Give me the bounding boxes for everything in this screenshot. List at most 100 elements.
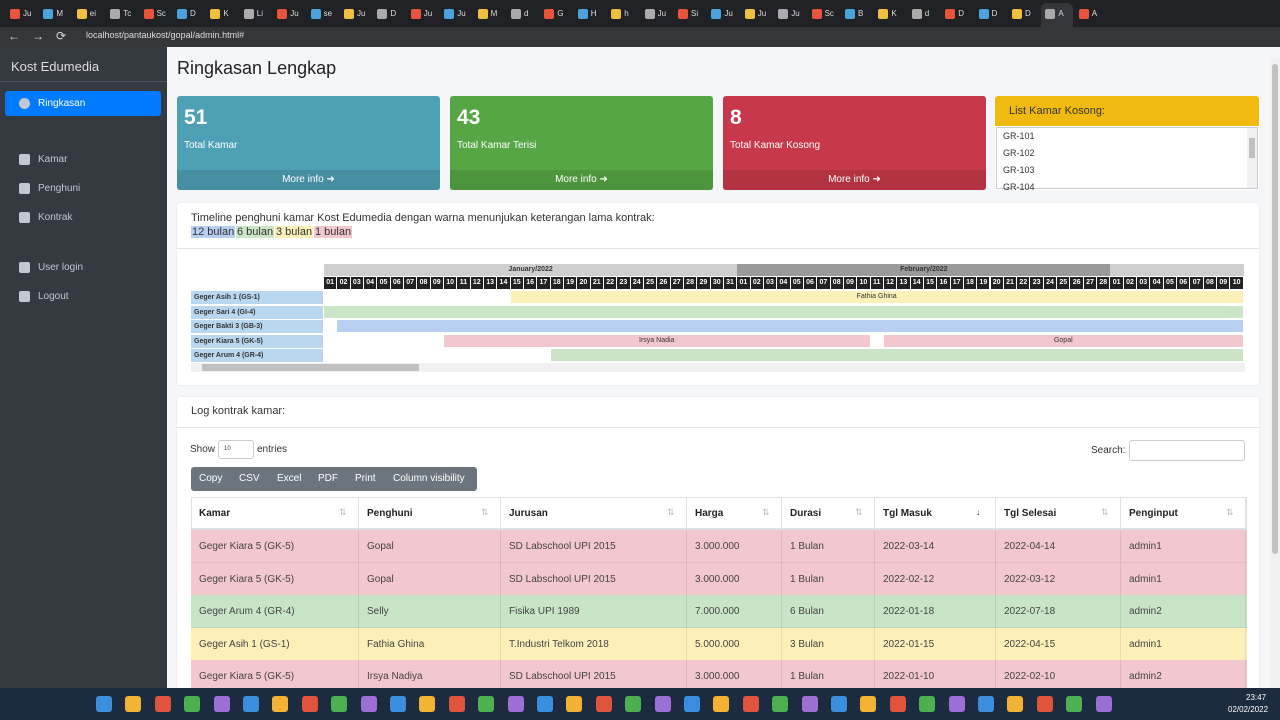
menu-item[interactable]: Ringkasan: [5, 91, 161, 116]
list-scrollbar[interactable]: [1247, 128, 1257, 188]
tab[interactable]: ei: [73, 3, 105, 27]
nav-button[interactable]: ←: [8, 29, 20, 43]
export-button[interactable]: Copy: [199, 473, 223, 484]
tab[interactable]: H: [574, 3, 606, 27]
menu-item[interactable]: Kontrak: [5, 205, 161, 230]
taskbar-icon[interactable]: [889, 696, 906, 712]
tab[interactable]: M: [474, 3, 506, 27]
taskbar-icon[interactable]: [1095, 696, 1112, 712]
tab[interactable]: Ju: [641, 3, 673, 27]
page-scrollbar[interactable]: [1270, 58, 1280, 688]
taskbar-icon[interactable]: [360, 696, 377, 712]
taskbar-icon[interactable]: [419, 696, 436, 712]
length-select[interactable]: 10: [218, 440, 254, 459]
export-button[interactable]: Print: [355, 473, 376, 484]
taskbar-icon[interactable]: [184, 696, 201, 712]
menu-item[interactable]: User login: [5, 255, 161, 280]
taskbar-icon[interactable]: [301, 696, 318, 712]
tab[interactable]: Ju: [407, 3, 439, 27]
taskbar-icon[interactable]: [860, 696, 877, 712]
tab[interactable]: D: [975, 3, 1007, 27]
tab[interactable]: Ju: [440, 3, 472, 27]
tab[interactable]: K: [874, 3, 906, 27]
tab[interactable]: d: [507, 3, 539, 27]
taskbar-icon[interactable]: [713, 696, 730, 712]
column-header[interactable]: Tgl Masuk: [875, 497, 996, 530]
more-info[interactable]: More info ➜: [177, 170, 440, 190]
tab[interactable]: Ju: [774, 3, 806, 27]
taskbar-icon[interactable]: [742, 696, 759, 712]
tab[interactable]: Ju: [340, 3, 372, 27]
tab[interactable]: Si: [674, 3, 706, 27]
tab[interactable]: se: [307, 3, 339, 27]
taskbar-icon[interactable]: [1036, 696, 1053, 712]
taskbar-icon[interactable]: [948, 696, 965, 712]
export-button[interactable]: Column visibility: [393, 473, 465, 484]
taskbar-icon[interactable]: [507, 696, 524, 712]
taskbar-icon[interactable]: [243, 696, 259, 712]
taskbar-icon[interactable]: [831, 696, 847, 712]
scroll-thumb[interactable]: [1272, 64, 1278, 554]
timeline-bar[interactable]: Irsya Nadia: [443, 334, 870, 347]
taskbar-icon[interactable]: [1066, 696, 1083, 712]
tab[interactable]: G: [540, 3, 572, 27]
taskbar-icon[interactable]: [978, 696, 994, 712]
menu-item[interactable]: Logout: [5, 284, 161, 309]
tab[interactable]: D: [373, 3, 405, 27]
taskbar-icon[interactable]: [478, 696, 495, 712]
taskbar-icon[interactable]: [448, 696, 465, 712]
column-header[interactable]: Penginput: [1121, 497, 1246, 530]
tab[interactable]: D: [1008, 3, 1040, 27]
column-header[interactable]: Kamar: [191, 497, 359, 530]
tab[interactable]: B: [841, 3, 873, 27]
tab[interactable]: Ju: [273, 3, 305, 27]
more-info[interactable]: More info ➜: [723, 170, 986, 190]
taskbar-icon[interactable]: [654, 696, 671, 712]
more-info-text[interactable]: More info: [555, 174, 597, 185]
taskbar-icon[interactable]: [919, 696, 936, 712]
taskbar-icon[interactable]: [684, 696, 700, 712]
column-header[interactable]: Tgl Selesai: [996, 497, 1121, 530]
tab[interactable]: d: [908, 3, 940, 27]
url[interactable]: localhost/pantaukost/gopal/admin.html#: [86, 30, 245, 40]
timeline-bar[interactable]: [337, 320, 1243, 332]
taskbar-icon[interactable]: [331, 696, 348, 712]
tab[interactable]: M: [39, 3, 71, 27]
more-info-text[interactable]: More info: [282, 174, 324, 185]
tab[interactable]: Tc: [106, 3, 138, 27]
export-button[interactable]: Excel: [277, 473, 302, 484]
tab[interactable]: Sc: [808, 3, 840, 27]
taskbar-icon[interactable]: [537, 696, 553, 712]
column-header[interactable]: Harga: [687, 497, 782, 530]
taskbar-icon[interactable]: [801, 696, 818, 712]
taskbar-icon[interactable]: [772, 696, 789, 712]
tab[interactable]: A: [1041, 3, 1074, 27]
taskbar-icon[interactable]: [625, 696, 642, 712]
tab[interactable]: D: [173, 3, 205, 27]
column-header[interactable]: Jurusan: [501, 497, 687, 530]
tab[interactable]: D: [941, 3, 973, 27]
timeline-bar[interactable]: [324, 305, 1243, 318]
taskbar-icon[interactable]: [1007, 696, 1024, 712]
tab[interactable]: Ju: [707, 3, 739, 27]
taskbar-icon[interactable]: [154, 696, 171, 712]
search-input[interactable]: [1129, 440, 1245, 461]
tab[interactable]: Ju: [6, 3, 38, 27]
timeline-bar[interactable]: Gopal: [883, 334, 1243, 347]
taskbar-icon[interactable]: [96, 696, 112, 712]
nav-button[interactable]: →: [32, 29, 44, 43]
menu-item[interactable]: Penghuni: [5, 176, 161, 201]
taskbar-icon[interactable]: [390, 696, 406, 712]
taskbar-icon[interactable]: [125, 696, 142, 712]
export-button[interactable]: PDF: [318, 473, 338, 484]
more-info[interactable]: More info ➜: [450, 170, 713, 190]
taskbar-icon[interactable]: [213, 696, 230, 712]
export-button[interactable]: CSV: [239, 473, 260, 484]
tab[interactable]: Li: [240, 3, 272, 27]
taskbar-icon[interactable]: [566, 696, 583, 712]
column-header[interactable]: Penghuni: [359, 497, 501, 530]
tab[interactable]: Ju: [741, 3, 773, 27]
tab[interactable]: A: [1075, 3, 1107, 27]
column-header[interactable]: Durasi: [782, 497, 875, 530]
tab[interactable]: K: [206, 3, 238, 27]
